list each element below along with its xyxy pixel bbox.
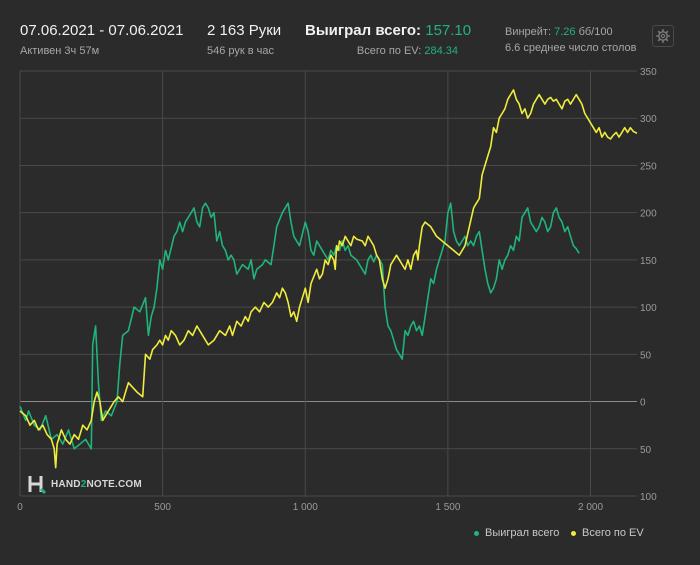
winrate-info: Винрейт: 7.26 бб/100 6.6 среднее число с… [505,25,637,55]
x-tick-label: 2 000 [578,502,603,513]
y-tick-label: 0 [640,398,646,409]
won-value: 157.10 [425,22,472,39]
hands-info: 2 163 Руки 546 рук в час [207,22,281,58]
x-axis-ticks: 0 500 1 000 1 500 2 000 [17,502,603,513]
logo-text-suffix: NOTE.COM [86,478,142,490]
legend-item-won[interactable]: Выиграл всего [474,527,559,539]
legend-item-ev[interactable]: Всего по EV [571,527,644,539]
y-tick-label: 200 [640,209,657,220]
won-label: Выиграл всего: [305,22,422,39]
series-line-won [19,202,580,450]
gear-icon [656,29,670,43]
winnings-info: Выиграл всего: 157.10 Всего по EV: 284.3… [305,22,471,58]
hands-per-hour: 546 рук в час [207,45,275,57]
legend-dot-ev [571,530,576,536]
x-tick-label: 500 [154,502,171,513]
y-tick-label: 100 [640,492,657,503]
stats-header: 07.06.2021 - 07.06.2021 Активен 3ч 57м 2… [0,0,700,64]
hands-count: 2 163 Руки [207,22,282,39]
chart-grid [19,70,637,497]
winrate-value: 7.26 [554,26,576,38]
winrate-unit: бб/100 [578,26,613,38]
y-tick-label: 300 [640,114,657,125]
x-tick-label: 1 000 [293,502,318,513]
chart-series [19,89,638,469]
settings-button[interactable] [652,25,674,47]
hand2note-logo-icon [28,476,46,494]
date-range: 07.06.2021 - 07.06.2021 [20,22,184,39]
avg-tables: 6.6 среднее число столов [505,42,637,54]
y-tick-label: 250 [640,161,657,172]
hand2note-logo: HAND 2 NOTE.COM [28,474,142,494]
logo-text-two: 2 [80,478,87,490]
session-info: 07.06.2021 - 07.06.2021 Активен 3ч 57м [20,22,183,58]
winrate-label: Винрейт: [505,26,552,38]
legend-label-won: Выиграл всего [485,527,560,539]
series-line-ev [19,89,638,469]
ev-label: Всего по EV: [356,45,422,57]
y-tick-label: 350 [640,67,657,78]
x-tick-label: 0 [17,502,23,513]
y-tick-label: 50 [640,350,652,361]
x-tick-label: 1 500 [435,502,460,513]
legend-dot-won [474,530,479,536]
y-axis-ticks: 100 50 0 50 100 150 200 250 300 350 [640,67,657,503]
y-tick-label: 100 [640,303,657,314]
y-tick-label: 50 [640,445,652,456]
ev-value: 284.34 [424,45,458,57]
legend-label-ev: Всего по EV [582,527,644,539]
logo-text-prefix: HAND [51,478,81,490]
active-time: Активен 3ч 57м [20,45,100,57]
y-tick-label: 150 [640,256,657,267]
